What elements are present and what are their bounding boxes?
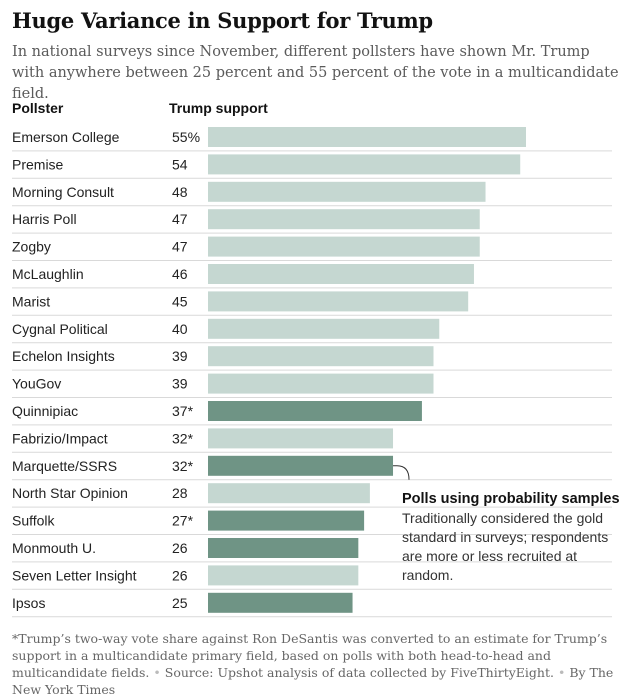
value-label: 25 xyxy=(172,595,188,611)
bar xyxy=(208,592,353,613)
value-label: 37* xyxy=(172,403,194,419)
bar xyxy=(208,318,440,339)
value-label: 40 xyxy=(172,321,188,337)
bar-row: Monmouth U. 26 xyxy=(12,538,612,563)
bar xyxy=(208,455,394,476)
value-label: 39 xyxy=(172,348,188,364)
bar-row: Morning Consult 48 xyxy=(12,181,612,207)
value-label: 26 xyxy=(172,540,188,556)
annotation-title: Polls using probability samples xyxy=(402,491,620,507)
value-label: 39 xyxy=(172,376,188,392)
bar-row: Harris Poll 47 xyxy=(12,209,612,234)
value-label: 26 xyxy=(172,567,188,583)
footnote-credit: By The New York Times xyxy=(12,665,614,697)
value-label: 54 xyxy=(172,156,188,172)
bar xyxy=(208,181,486,202)
chart-rows: Emerson College 55% Premise 54 Morning Consu… xyxy=(12,127,612,618)
category-label: Emerson College xyxy=(12,129,120,145)
category-label: YouGov xyxy=(12,376,61,392)
support-column-header: Trump support xyxy=(169,100,268,116)
bar xyxy=(208,236,480,257)
category-label: Cygnal Political xyxy=(12,321,108,337)
bar-row: Zogby 47 xyxy=(12,236,612,261)
bar-row: Emerson College 55% xyxy=(12,127,612,152)
value-label: 47 xyxy=(172,211,188,227)
bar-row: McLaughlin 46 xyxy=(12,264,612,289)
category-label: Suffolk xyxy=(12,513,56,529)
separator-dot: • xyxy=(153,665,161,680)
category-label: Marquette/SSRS xyxy=(12,458,117,474)
bar xyxy=(208,346,434,367)
value-label: 28 xyxy=(172,485,188,501)
category-label: Seven Letter Insight xyxy=(12,567,137,583)
value-label: 32* xyxy=(172,430,194,446)
bar-row: Premise 54 xyxy=(12,154,612,179)
bar xyxy=(208,428,394,449)
category-label: Quinnipiac xyxy=(12,403,78,419)
category-label: Morning Consult xyxy=(12,184,114,200)
value-label: 47 xyxy=(172,239,188,255)
bar-row: Seven Letter Insight 26 xyxy=(12,565,612,590)
bar-row: Cygnal Political 40 xyxy=(12,318,612,344)
category-label: Harris Poll xyxy=(12,211,77,227)
bar xyxy=(208,483,370,504)
category-label: North Star Opinion xyxy=(12,485,128,501)
bar xyxy=(208,373,434,394)
bar xyxy=(208,510,365,531)
category-label: Ipsos xyxy=(12,595,45,611)
category-label: Fabrizio/Impact xyxy=(12,430,108,446)
value-label: 32* xyxy=(172,458,194,474)
value-label: 46 xyxy=(172,266,188,282)
category-label: Monmouth U. xyxy=(12,540,96,556)
bar-row: North Star Opinion 28 xyxy=(12,483,612,508)
chart-title: Huge Variance in Support for Trump xyxy=(12,8,433,33)
bar-row: Quinnipiac 37* xyxy=(12,401,612,426)
category-label: Echelon Insights xyxy=(12,348,115,364)
footnote-note: *Trump’s two-way vote share against Ron … xyxy=(12,631,608,680)
footnote-source: Source: Upshot analysis of data collecte… xyxy=(164,665,554,680)
chart-subtitle: In national surveys since November, diff… xyxy=(12,44,619,102)
category-label: Premise xyxy=(12,156,64,172)
bar xyxy=(208,291,469,312)
annotation-leader-line xyxy=(393,465,410,480)
bar xyxy=(208,154,521,175)
value-label: 27* xyxy=(172,513,194,529)
bar xyxy=(208,209,480,230)
value-label: 48 xyxy=(172,184,188,200)
bar xyxy=(208,127,526,147)
bar-row: Marquette/SSRS 32* xyxy=(12,455,612,481)
value-label: 55% xyxy=(172,129,200,145)
annotation: Polls using probability samples Traditio… xyxy=(402,490,624,585)
value-label: 45 xyxy=(172,293,188,309)
bar-row: Fabrizio/Impact 32* xyxy=(12,428,612,453)
bar-row: Suffolk 27* xyxy=(12,510,612,535)
category-label: Zogby xyxy=(12,239,51,255)
bar-row: Echelon Insights 39 xyxy=(12,346,612,371)
pollster-column-header: Pollster xyxy=(12,100,64,116)
category-label: McLaughlin xyxy=(12,266,84,282)
annotation-body: Traditionally considered the gold standa… xyxy=(402,510,609,583)
footnote: *Trump’s two-way vote share against Ron … xyxy=(12,630,624,698)
bar xyxy=(208,401,422,421)
bar xyxy=(208,264,474,284)
bar-chart: Emerson College 55% Premise 54 Morning Consu… xyxy=(12,127,612,618)
separator-dot: • xyxy=(557,665,566,680)
bar-row: Ipsos 25 xyxy=(12,592,612,618)
bar xyxy=(208,565,359,586)
category-label: Marist xyxy=(12,293,50,309)
bar xyxy=(208,538,359,558)
bar-row: Marist 45 xyxy=(12,291,612,316)
bar-row: YouGov 39 xyxy=(12,373,612,398)
